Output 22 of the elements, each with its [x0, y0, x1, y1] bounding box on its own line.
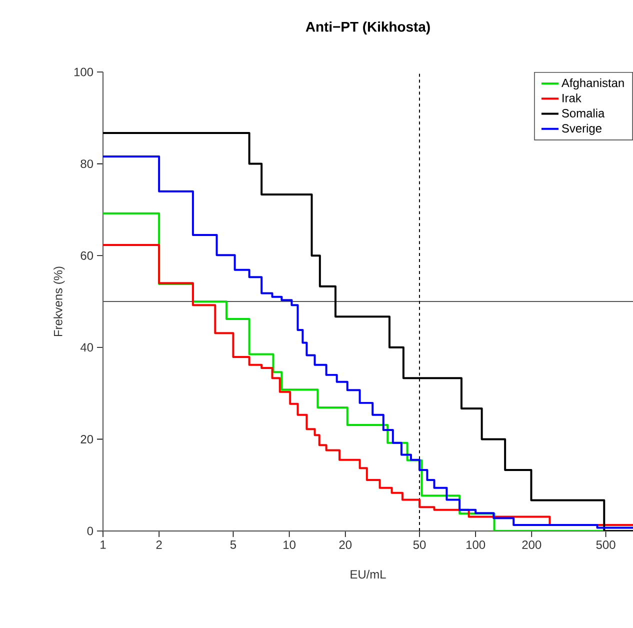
y-tick-label: 80 [80, 160, 94, 168]
x-tick-label: 5 [230, 540, 236, 549]
y-tick-label: 60 [80, 251, 94, 260]
x-tick-label: 500 [596, 540, 616, 549]
x-tick-label: 20 [339, 540, 352, 549]
y-axis-title: Frekvens (%) [54, 266, 65, 336]
x-tick-label: 10 [284, 540, 296, 549]
y-tick-label: 40 [80, 343, 94, 352]
legend-label: Afghanistan [561, 78, 624, 90]
x-tick-label: 200 [522, 540, 542, 549]
x-tick-label: 100 [466, 540, 486, 549]
legend-label: Irak [562, 94, 582, 102]
x-tick-label: 2 [156, 540, 162, 549]
x-tick-label: 1 [100, 540, 106, 549]
x-tick-label: 50 [413, 540, 426, 549]
chart-title: Anti−PT (Kikhosta) [306, 21, 430, 34]
x-axis-title: EU/mL [350, 570, 386, 579]
y-tick-label: 100 [74, 68, 94, 76]
y-tick-label: 20 [80, 434, 94, 444]
legend-label: Sverige [562, 124, 602, 135]
legend-label: Somalia [562, 108, 605, 118]
y-tick-label: 0 [87, 526, 94, 536]
